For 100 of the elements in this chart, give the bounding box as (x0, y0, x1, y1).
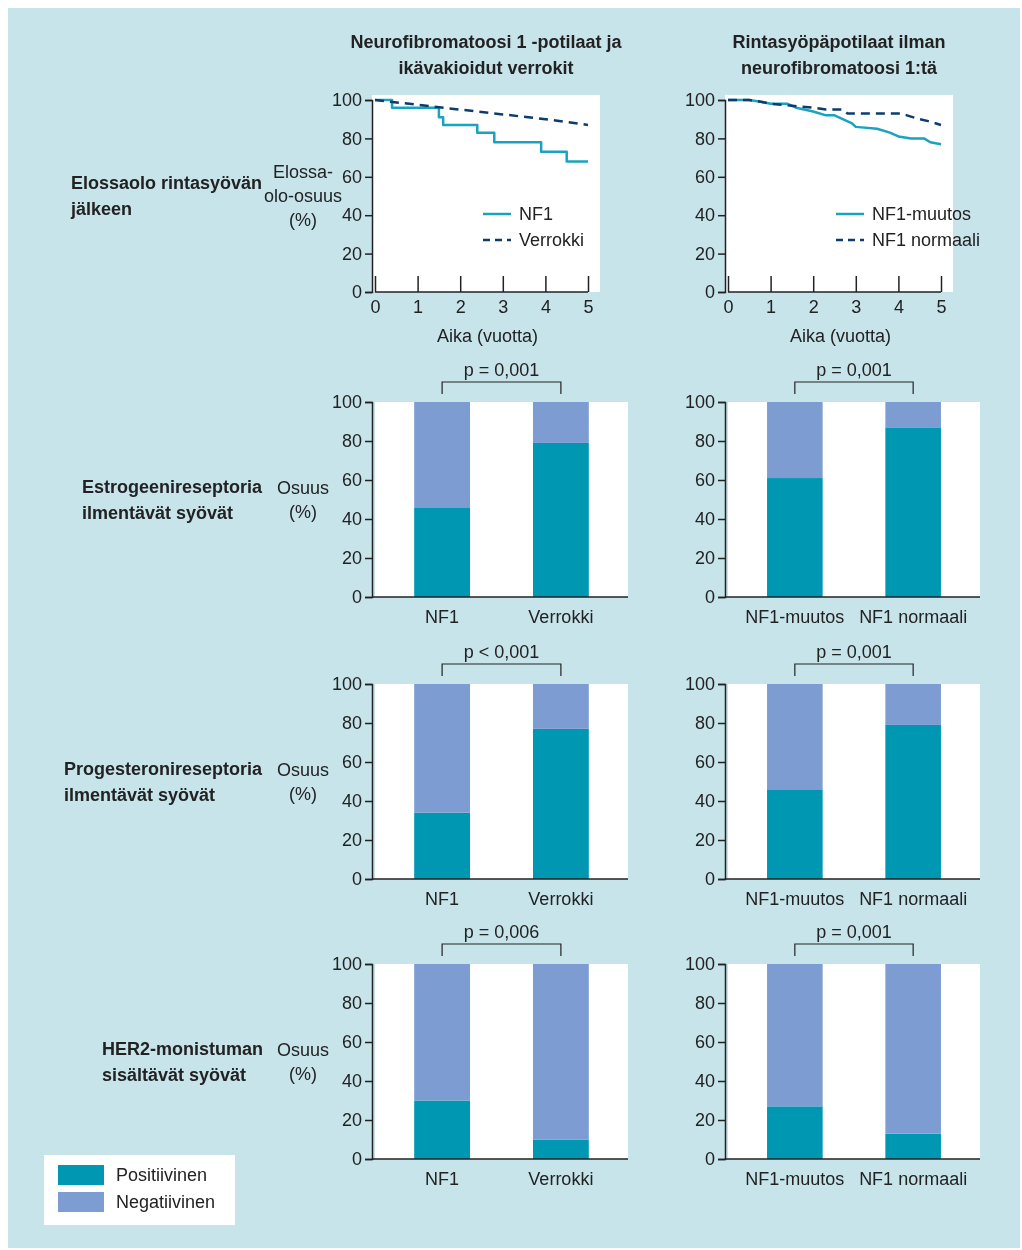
text: Progesteronireseptoria ilmentävät syövät (63, 758, 263, 805)
bar (414, 1100, 471, 1159)
bar (767, 402, 823, 479)
y-tick-label: 40 (341, 205, 362, 226)
x-tick-label: NF1 (425, 889, 460, 910)
y-tick-label: 80 (694, 993, 715, 1014)
y-tick-label: 20 (694, 548, 715, 569)
y-tick-label: 20 (341, 1110, 362, 1131)
y-tick-label: 100 (684, 674, 715, 695)
legend-label: NF1-muutos (872, 204, 972, 225)
bar (885, 724, 941, 879)
y-tick-label: 40 (341, 791, 362, 812)
x-tick-label: NF1 normaali (859, 889, 968, 910)
y-tick-label: 60 (341, 167, 362, 188)
y-tick-label: 20 (341, 548, 362, 569)
bar (532, 728, 589, 879)
y-tick-label: 40 (694, 205, 715, 226)
x-tick-label: NF1 (425, 1169, 460, 1190)
bar (885, 1133, 941, 1159)
y-tick-label: 40 (694, 1071, 715, 1092)
bar (532, 684, 589, 729)
y-tick-label: 80 (341, 431, 362, 452)
y-tick-label: 100 (331, 674, 362, 695)
x-tick-label: 1 (766, 296, 777, 317)
x-tick-label: 0 (723, 296, 734, 317)
y-tick-label: 40 (694, 509, 715, 530)
bar (414, 812, 471, 879)
y-tick-label: 100 (684, 90, 715, 111)
bar (414, 402, 471, 508)
bar (767, 1106, 823, 1159)
text: p < 0,001 (463, 642, 540, 663)
y-tick-label: 80 (694, 431, 715, 452)
y-tick-label: 100 (331, 392, 362, 413)
bar (767, 478, 823, 597)
text: p = 0,001 (816, 360, 892, 381)
x-tick-label: 5 (936, 296, 947, 317)
x-tick-label: NF1 normaali (859, 1169, 968, 1190)
legend-label: Verrokki (519, 230, 585, 251)
legend-label: NF1 (519, 204, 554, 225)
y-tick-label: 20 (341, 243, 362, 264)
text: Elossaolo rintasyövän jälkeen (69, 173, 262, 220)
y-tick-label: 60 (694, 1032, 715, 1053)
chart-title: Neurofibromatoosi 1 -potilaat ja ikävakioidut verrokit (350, 32, 623, 79)
bar (885, 964, 941, 1134)
y-tick-label: 40 (341, 509, 362, 530)
x-tick-label: Verrokki (528, 607, 594, 628)
text: Estrogeenireseptoria ilmentävät syövät (81, 476, 263, 523)
x-tick-label: NF1-muutos (745, 889, 845, 910)
y-tick-label: 60 (341, 752, 362, 773)
y-tick-label: 80 (341, 993, 362, 1014)
y-tick-label: 100 (331, 954, 362, 975)
y-tick-label: 80 (341, 128, 362, 149)
y-tick-label: 0 (704, 282, 715, 303)
x-tick-label: NF1-muutos (745, 1169, 845, 1190)
y-tick-label: 0 (704, 1149, 715, 1170)
bar (885, 684, 941, 725)
legend-label: Positiivinen (116, 1165, 208, 1186)
y-tick-label: 0 (351, 282, 362, 303)
x-tick-label: NF1 (425, 607, 460, 628)
y-tick-label: 40 (341, 1071, 362, 1092)
y-tick-label: 40 (694, 791, 715, 812)
y-tick-label: 60 (694, 167, 715, 188)
x-tick-label: 1 (413, 296, 424, 317)
bar (414, 684, 471, 813)
y-tick-label: 60 (341, 1032, 362, 1053)
y-tick-label: 0 (351, 587, 362, 608)
y-tick-label: 100 (684, 392, 715, 413)
x-tick-label: 2 (455, 296, 466, 317)
y-tick-label: 60 (694, 752, 715, 773)
x-tick-label: 5 (583, 296, 594, 317)
y-tick-label: 0 (704, 869, 715, 890)
y-tick-label: 0 (351, 869, 362, 890)
bar (885, 427, 941, 597)
y-axis-title: Osuus (%) (276, 477, 330, 522)
x-axis-title: Aika (vuotta) (789, 326, 892, 347)
y-tick-label: 20 (694, 830, 715, 851)
text: p = 0,001 (463, 360, 540, 381)
y-tick-label: 100 (331, 90, 362, 111)
y-tick-label: 20 (341, 830, 362, 851)
chart-title: Rintasyöpäpotilaat ilman neurofibromatoosi 1:tä (732, 32, 946, 79)
y-tick-label: 80 (694, 128, 715, 149)
legend-label: NF1 normaali (872, 230, 981, 251)
bar (532, 1139, 589, 1159)
y-axis-title: Elossa-olo-osuus (%) (263, 162, 343, 231)
bar (532, 964, 589, 1140)
x-tick-label: 0 (370, 296, 381, 317)
x-tick-label: 3 (851, 296, 862, 317)
bar (767, 964, 823, 1107)
x-tick-label: NF1 normaali (859, 607, 968, 628)
line-series (373, 98, 590, 127)
x-tick-label: NF1-muutos (745, 607, 845, 628)
y-tick-label: 60 (341, 470, 362, 491)
x-tick-label: 4 (540, 296, 551, 317)
x-tick-label: 3 (498, 296, 509, 317)
text: p = 0,001 (816, 642, 892, 663)
bar (414, 964, 471, 1101)
line-series (726, 98, 943, 127)
text: p = 0,001 (816, 922, 892, 943)
x-tick-label: Verrokki (528, 1169, 594, 1190)
bar (532, 402, 589, 443)
